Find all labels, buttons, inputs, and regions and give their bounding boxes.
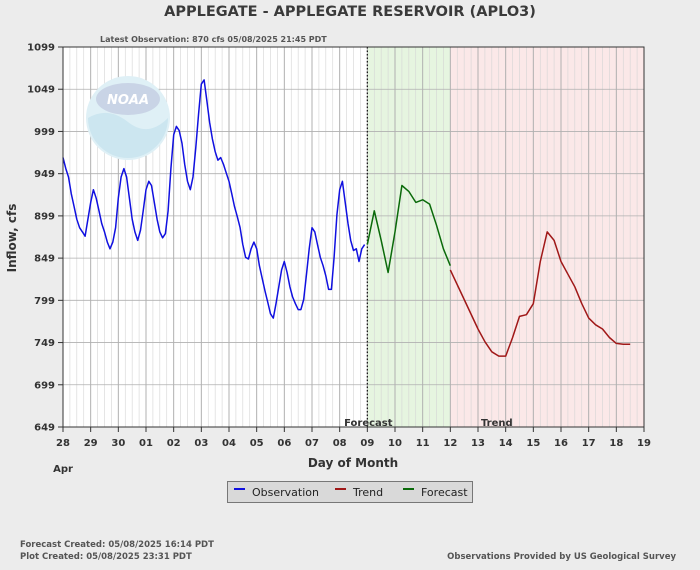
legend-label-trend: Trend (353, 486, 384, 499)
x-tick-label: 14 (499, 438, 513, 449)
y-tick-label: 699 (34, 380, 55, 391)
x-tick-label: 13 (471, 438, 485, 449)
logo-text: NOAA (107, 93, 149, 108)
legend-swatch-forecast (403, 488, 414, 490)
legend-swatch-observation (234, 488, 245, 490)
x-tick-label: 30 (111, 438, 125, 449)
y-tick-label: 749 (34, 338, 55, 349)
region-label-forecast: Forecast (344, 418, 393, 429)
x-tick-label: 08 (333, 438, 347, 449)
x-tick-label: 11 (416, 438, 430, 449)
noaa-logo: NOAA (86, 76, 170, 160)
x-tick-label: 29 (84, 438, 98, 449)
x-tick-label: 07 (305, 438, 319, 449)
chart-title: APPLEGATE - APPLEGATE RESERVOIR (APLO3) (164, 4, 536, 20)
y-tick-label: 999 (34, 127, 55, 138)
plot-frame (62, 46, 645, 428)
x-tick-label: 18 (609, 438, 623, 449)
legend-label-observation: Observation (252, 486, 319, 499)
y-tick-label: 949 (34, 169, 55, 180)
y-tick-label: 1099 (27, 43, 55, 54)
region-label-trend: Trend (481, 418, 513, 429)
data-provider: Observations Provided by US Geological S… (447, 552, 676, 562)
plot-created: Plot Created: 05/08/2025 23:31 PDT (20, 552, 192, 562)
x-tick-label: 06 (277, 438, 291, 449)
x-axis-title: Day of Month (308, 456, 398, 470)
month-label: Apr (53, 464, 73, 475)
series-line-trend (449, 231, 631, 357)
y-tick-label: 1049 (27, 85, 55, 96)
y-axis-title: Inflow, cfs (5, 204, 19, 273)
series-line-observation (62, 79, 366, 319)
series-line-forecast (366, 184, 451, 274)
x-tick-label: 02 (167, 438, 181, 449)
y-tick-label: 899 (34, 211, 55, 222)
x-tick-label: 17 (582, 438, 596, 449)
y-tick-label: 649 (34, 423, 55, 434)
x-tick-label: 04 (222, 438, 236, 449)
x-tick-label: 10 (388, 438, 402, 449)
chart-legend: Observation Trend Forecast (227, 481, 473, 503)
y-tick-label: 849 (34, 254, 55, 265)
x-tick-label: 16 (554, 438, 568, 449)
x-tick-label: 12 (443, 438, 457, 449)
x-tick-label: 09 (360, 438, 374, 449)
legend-label-forecast: Forecast (421, 486, 468, 499)
x-tick-label: 05 (250, 438, 264, 449)
y-tick-label: 799 (34, 296, 55, 307)
x-tick-label: 19 (637, 438, 651, 449)
legend-swatch-trend (335, 488, 346, 490)
x-tick-label: 28 (56, 438, 70, 449)
x-tick-label: 03 (194, 438, 208, 449)
footer-created: Forecast Created: 05/08/2025 16:14 PDT P… (20, 539, 214, 563)
latest-observation: Latest Observation: 870 cfs 05/08/2025 2… (100, 35, 327, 44)
x-tick-label: 01 (139, 438, 153, 449)
x-tick-label: 15 (526, 438, 540, 449)
forecast-created: Forecast Created: 05/08/2025 16:14 PDT (20, 540, 214, 550)
